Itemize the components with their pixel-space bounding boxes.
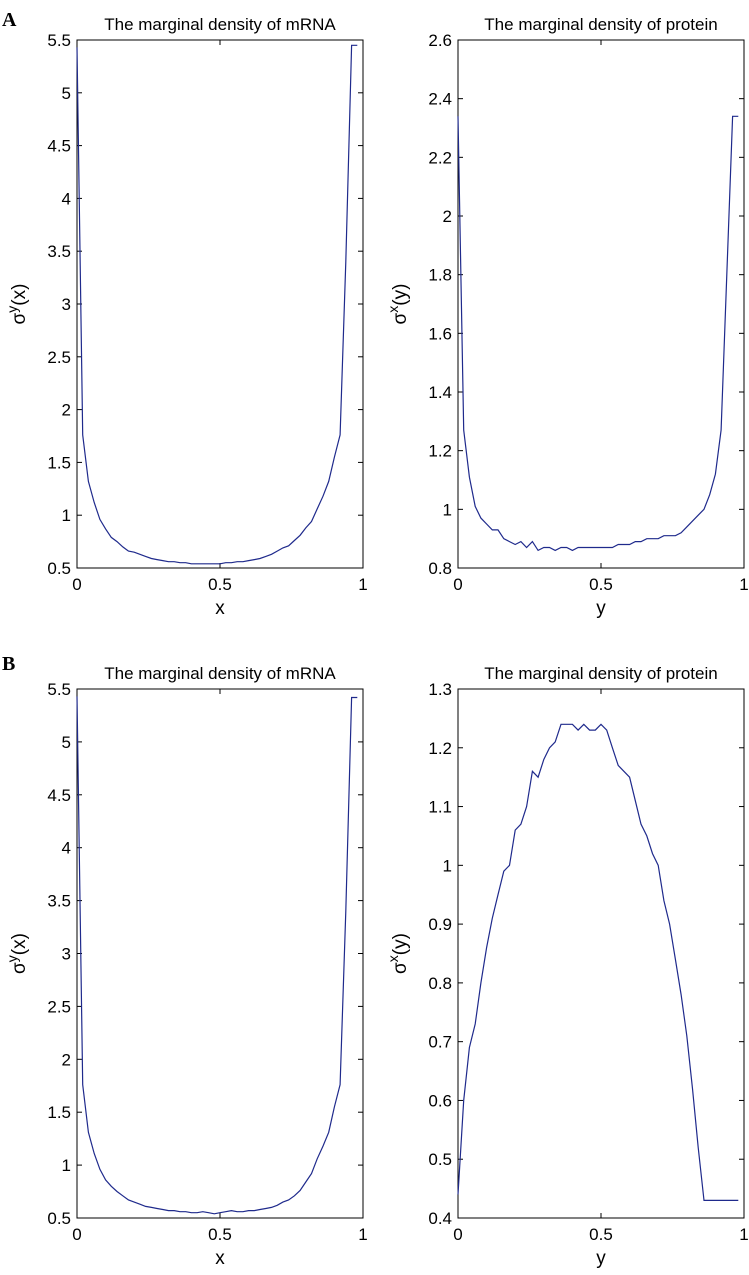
y-tick-label: 0.7 [428, 1033, 452, 1052]
x-tick-label: 0 [72, 575, 81, 594]
x-tick-label: 1 [739, 1225, 748, 1244]
y-tick-label: 0.8 [428, 559, 452, 578]
density-curve [76, 44, 358, 565]
y-tick-label: 0.8 [428, 974, 452, 993]
x-tick-label: 1 [739, 575, 748, 594]
chart-b-protein: The marginal density of protein 0.4 0.5 0.6… [385, 664, 749, 1269]
x-axis-label: x [215, 598, 225, 619]
y-tick-label: 2 [62, 1050, 71, 1069]
y-tick-label: 1.2 [428, 739, 452, 758]
chart-title: The marginal density of protein [484, 664, 717, 683]
y-tick-label: 1.5 [47, 453, 71, 472]
y-tick-label: 2.4 [428, 90, 452, 109]
y-tick-label: 1.3 [428, 680, 452, 699]
y-tick-label: 4 [62, 839, 71, 858]
y-tick-label: 5 [62, 84, 71, 103]
y-tick-label: 0.5 [47, 559, 71, 578]
y-tick-label: 0.5 [428, 1150, 452, 1169]
plot-area-frame [457, 39, 745, 569]
y-axis-label-superscript: x [385, 955, 401, 962]
y-axis-label-superscript: x [385, 306, 401, 313]
y-tick-label: 1 [443, 500, 452, 519]
y-axis-label-argument: (y) [390, 284, 411, 306]
chart-title: The marginal density of protein [484, 15, 717, 34]
y-tick-label: 1 [62, 506, 71, 525]
chart-a-mrna: The marginal density of mRNA 0.5 1 1.5 2 2.5 3… [4, 15, 368, 619]
y-tick-label: 0.9 [428, 915, 452, 934]
x-tick-label: 0 [453, 1225, 462, 1244]
y-tick-label: 2.5 [47, 997, 71, 1016]
y-tick-label: 0.5 [47, 1209, 71, 1228]
y-axis-label: σy(x) [4, 284, 30, 325]
y-tick-label: 1.1 [428, 798, 452, 817]
x-tick-label: 1 [358, 575, 367, 594]
x-tick-label: 0.5 [589, 1225, 613, 1244]
y-tick-label: 2.5 [47, 348, 71, 367]
x-tick-label: 0.5 [208, 575, 232, 594]
y-tick-label: 0.6 [428, 1091, 452, 1110]
plot-area-frame [76, 39, 364, 569]
chart-title: The marginal density of mRNA [104, 15, 336, 34]
y-tick-label: 1 [62, 1156, 71, 1175]
y-tick-label: 2 [62, 401, 71, 420]
panel-label-a: A [2, 9, 17, 31]
y-tick-label: 4.5 [47, 786, 71, 805]
y-tick-label: 1.8 [428, 266, 452, 285]
chart-a-protein: The marginal density of protein 0.8 1 1.2 1.… [385, 15, 749, 619]
panel-label-b: B [2, 653, 15, 675]
x-tick-label: 0 [453, 575, 462, 594]
y-axis-label-argument: (x) [9, 284, 30, 306]
y-tick-label: 3.5 [47, 892, 71, 911]
y-tick-label: 5 [62, 733, 71, 752]
plot-area-frame [76, 688, 364, 1219]
plot-area-frame [457, 688, 745, 1219]
y-tick-label: 1.5 [47, 1103, 71, 1122]
x-tick-label: 0 [72, 1225, 81, 1244]
x-axis-label: y [596, 1248, 606, 1269]
x-axis-label: x [215, 1248, 225, 1269]
y-tick-label: 5.5 [47, 680, 71, 699]
x-tick-label: 0.5 [208, 1225, 232, 1244]
y-tick-label: 1.2 [428, 442, 452, 461]
y-tick-label: 3.5 [47, 242, 71, 261]
y-axis-label-superscript: y [4, 955, 20, 962]
y-axis-label-symbol: σ [390, 962, 411, 974]
density-curve [457, 115, 739, 552]
chart-b-mrna: The marginal density of mRNA 0.5 1 1.5 2 2.5 3… [4, 664, 368, 1269]
y-axis-label-superscript: y [4, 306, 20, 313]
y-axis-label: σx(y) [385, 284, 411, 325]
y-tick-label: 0.4 [428, 1209, 452, 1228]
y-tick-label: 3 [62, 945, 71, 964]
y-axis-label-argument: (x) [9, 933, 30, 955]
y-axis-label-argument: (y) [390, 933, 411, 955]
y-axis-label: σx(y) [385, 933, 411, 974]
x-tick-label: 1 [358, 1225, 367, 1244]
y-tick-label: 5.5 [47, 31, 71, 50]
y-tick-label: 1.6 [428, 324, 452, 343]
x-tick-label: 0.5 [589, 575, 613, 594]
y-tick-label: 2 [443, 207, 452, 226]
y-tick-label: 2.6 [428, 31, 452, 50]
density-curve [76, 696, 358, 1215]
y-tick-label: 1 [443, 856, 452, 875]
density-curve [457, 723, 739, 1202]
y-axis-label-symbol: σ [9, 312, 30, 324]
y-axis-label-symbol: σ [390, 312, 411, 324]
y-axis-label-symbol: σ [9, 962, 30, 974]
chart-title: The marginal density of mRNA [104, 664, 336, 683]
x-axis-label: y [596, 598, 606, 619]
y-tick-label: 4 [62, 189, 71, 208]
y-tick-label: 3 [62, 295, 71, 314]
y-tick-label: 1.4 [428, 383, 452, 402]
y-axis-label: σy(x) [4, 933, 30, 974]
y-tick-label: 2.2 [428, 148, 452, 167]
y-tick-label: 4.5 [47, 137, 71, 156]
